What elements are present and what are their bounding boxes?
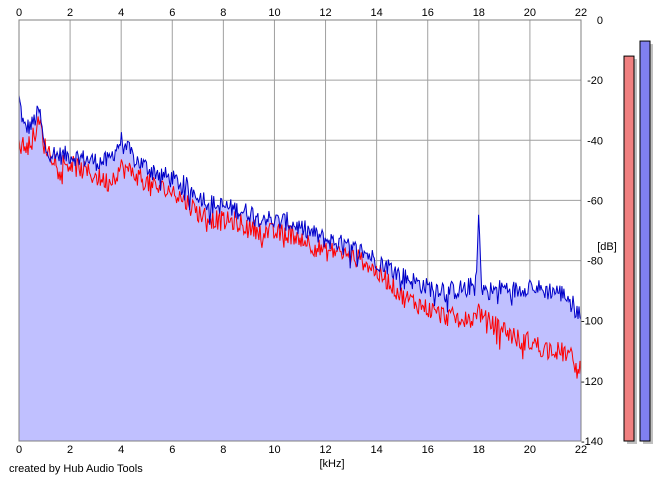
y-tick-label: -120 (581, 376, 603, 388)
spectrum-series (18, 95, 582, 379)
plot-border (18, 19, 582, 442)
spectrum-area (19, 95, 581, 441)
x-axis-bottom-ticks: 0 2 4 6 8 10 12 14 16 18 20 22 (16, 444, 587, 456)
x-tick-label-bottom: 6 (169, 444, 175, 456)
y-axis-right-ticks: 0 -20 -40 -60 -80 -100 -120 -140 (581, 15, 603, 448)
x-tick-label-bottom: 0 (16, 444, 22, 456)
x-tick-label-bottom: 2 (67, 444, 73, 456)
level-meter-left (623, 55, 635, 442)
y-tick-label: -140 (581, 436, 603, 448)
x-tick-label-top: 8 (220, 7, 226, 19)
series-line-red (18, 116, 582, 379)
level-meter-right (639, 40, 651, 442)
x-tick-label-top: 16 (422, 7, 434, 19)
y-tick-label: -20 (587, 75, 603, 87)
y-tick-label: 0 (597, 15, 603, 27)
x-tick-label-top: 12 (319, 7, 331, 19)
credit-text: created by Hub Audio Tools (9, 463, 143, 475)
x-tick-label-top: 18 (473, 7, 485, 19)
y-axis-label: [dB] (597, 241, 617, 253)
x-tick-label-top: 10 (268, 7, 280, 19)
x-tick-label-bottom: 4 (118, 444, 124, 456)
x-tick-label-top: 0 (16, 7, 22, 19)
x-tick-label-bottom: 12 (319, 444, 331, 456)
x-axis-top-ticks: 0 2 4 6 8 10 12 14 16 18 20 22 (16, 7, 587, 19)
y-tick-label: -60 (587, 195, 603, 207)
x-tick-label-bottom: 18 (473, 444, 485, 456)
spectrum-fill-area (19, 95, 581, 441)
x-tick-label-top: 20 (524, 7, 536, 19)
y-tick-label: -100 (581, 316, 603, 328)
y-tick-label: -40 (587, 135, 603, 147)
x-tick-label-top: 22 (575, 7, 587, 19)
level-meters (623, 40, 653, 445)
x-axis-label: [kHz] (319, 458, 344, 470)
x-tick-label-bottom: 22 (575, 444, 587, 456)
x-tick-label-bottom: 16 (422, 444, 434, 456)
x-tick-label-top: 4 (118, 7, 124, 19)
x-tick-label-bottom: 8 (220, 444, 226, 456)
x-tick-label-bottom: 14 (371, 444, 383, 456)
y-tick-label: -80 (587, 256, 603, 268)
plot-frame (18, 19, 582, 442)
series-line-blue (18, 95, 582, 320)
x-tick-label-top: 6 (169, 7, 175, 19)
x-tick-label-top: 2 (67, 7, 73, 19)
x-tick-label-bottom: 20 (524, 444, 536, 456)
x-tick-label-top: 14 (371, 7, 383, 19)
x-tick-label-bottom: 10 (268, 444, 280, 456)
